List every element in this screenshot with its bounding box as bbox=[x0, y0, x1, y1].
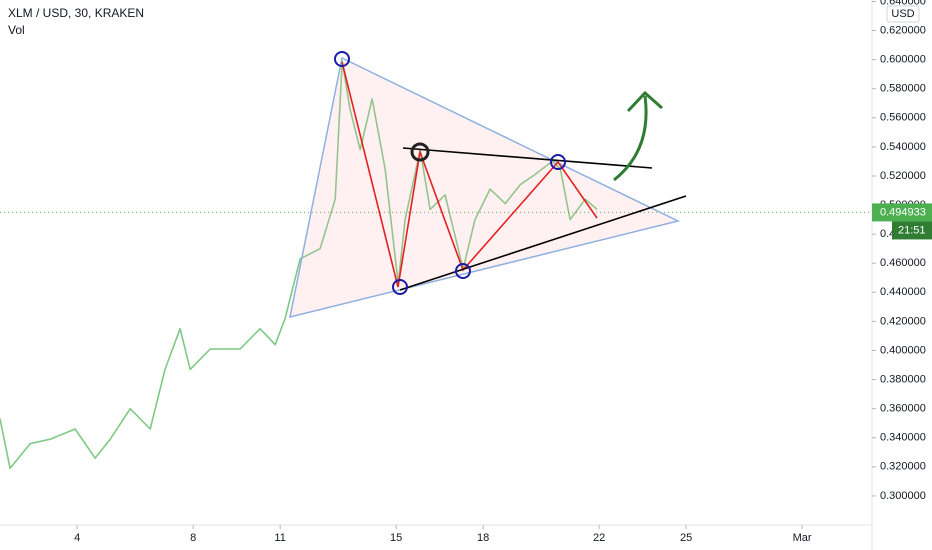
y-tick-label: 0.380000 bbox=[880, 373, 926, 385]
x-tick-label: 18 bbox=[477, 532, 489, 544]
currency-badge bbox=[886, 5, 920, 23]
y-tick-label: 0.420000 bbox=[880, 315, 926, 327]
zigzag-drawing bbox=[341, 61, 598, 288]
triangle-drawing bbox=[289, 56, 681, 319]
last-price-badge bbox=[872, 203, 932, 222]
y-tick-label: 0.320000 bbox=[880, 461, 926, 473]
x-tick-label: 4 bbox=[74, 532, 80, 544]
y-tick-label: 0.580000 bbox=[880, 83, 926, 95]
price-line bbox=[0, 60, 598, 470]
support-line bbox=[399, 195, 687, 291]
pivot-circle bbox=[410, 142, 430, 162]
plot-area bbox=[0, 60, 872, 470]
y-tick-label: 0.620000 bbox=[880, 24, 926, 36]
y-tick-label: 0.400000 bbox=[880, 344, 926, 356]
x-tick-label: 22 bbox=[593, 532, 605, 544]
x-tick-label: 11 bbox=[274, 532, 285, 544]
resistance-line bbox=[402, 147, 653, 169]
y-axis-label: USD bbox=[891, 8, 914, 20]
y-tick-label: 0.460000 bbox=[880, 257, 926, 269]
axes bbox=[0, 0, 873, 550]
volume-label: Vol bbox=[8, 23, 25, 37]
y-tick-label: 0.560000 bbox=[880, 112, 926, 124]
arrow-head bbox=[626, 90, 663, 113]
annotations bbox=[289, 51, 687, 319]
pivot-circle bbox=[455, 263, 471, 279]
countdown-label: 21:51 bbox=[898, 224, 926, 236]
pivot-circle bbox=[550, 154, 566, 170]
pivot-circle bbox=[392, 279, 408, 295]
y-tick-label: 0.440000 bbox=[880, 286, 926, 298]
last-price-label: 0.494933 bbox=[880, 206, 926, 218]
y-tick-label: 0.300000 bbox=[880, 490, 926, 502]
x-tick-label: 25 bbox=[680, 532, 692, 544]
y-tick-label: 0.340000 bbox=[880, 432, 926, 444]
y-tick-label: 0.520000 bbox=[880, 170, 926, 182]
y-tick-label: 0.540000 bbox=[880, 141, 926, 153]
y-tick-label: 0.640000 bbox=[880, 0, 926, 7]
countdown-badge bbox=[892, 221, 932, 240]
arrow-drawing bbox=[613, 95, 648, 182]
chart-title: XLM / USD, 30, KRAKEN bbox=[8, 6, 144, 20]
pivot-circle bbox=[334, 51, 350, 67]
x-tick-label: 15 bbox=[390, 532, 402, 544]
y-tick-label: 0.600000 bbox=[880, 54, 926, 66]
x-tick-label: 8 bbox=[190, 532, 196, 544]
y-tick-label: 0.360000 bbox=[880, 403, 926, 415]
x-tick-label: Mar bbox=[793, 532, 812, 544]
